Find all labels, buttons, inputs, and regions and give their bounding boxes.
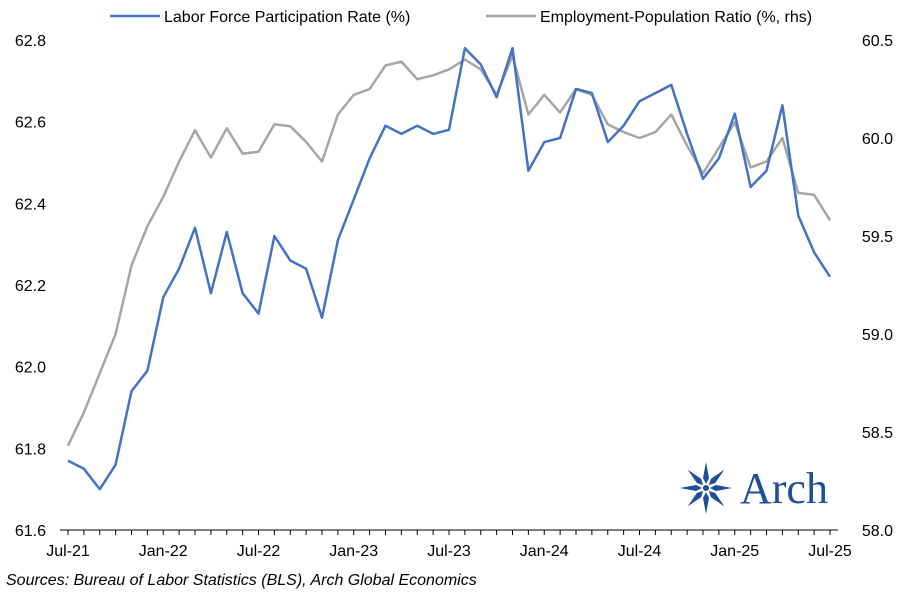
burst-ray bbox=[708, 490, 725, 507]
y-left-tick-label: 62.8 bbox=[15, 33, 46, 50]
x-tick-label: Jul-25 bbox=[808, 543, 852, 560]
legend-label-lfpr: Labor Force Participation Rate (%) bbox=[164, 9, 410, 26]
y-axis-left-ticks: 61.6 61.8 62.0 62.2 62.4 62.6 62.8 bbox=[15, 33, 46, 540]
y-right-tick-label: 58.0 bbox=[862, 523, 893, 540]
series-line-lfpr bbox=[67, 46, 832, 491]
series-line-epop bbox=[66, 54, 832, 447]
y-left-tick-label: 61.6 bbox=[15, 523, 46, 540]
y-axis-right-ticks: 58.0 58.5 59.0 59.5 60.0 60.5 bbox=[862, 33, 893, 540]
burst-center bbox=[703, 485, 709, 491]
series-layer bbox=[66, 46, 832, 491]
x-tick-label: Jul-22 bbox=[237, 543, 281, 560]
y-left-tick-label: 61.8 bbox=[15, 441, 46, 458]
y-right-tick-label: 60.5 bbox=[862, 33, 893, 50]
logo-wordmark: Arch bbox=[740, 464, 828, 513]
x-tick-label: Jul-21 bbox=[46, 543, 90, 560]
y-left-tick-label: 62.6 bbox=[15, 115, 46, 132]
x-axis-ticks: Jul-21 Jan-22 Jul-22 Jan-23 Jul-23 Jan-24 Jul-… bbox=[46, 530, 852, 560]
y-left-tick-label: 62.4 bbox=[15, 196, 46, 213]
y-left-tick-label: 62.0 bbox=[15, 360, 46, 377]
x-tick-label: Jan-24 bbox=[520, 543, 569, 560]
burst-ray bbox=[703, 492, 709, 514]
x-tick-label: Jan-23 bbox=[329, 543, 378, 560]
burst-ray bbox=[703, 462, 709, 484]
burst-ray bbox=[687, 490, 704, 507]
y-right-tick-label: 58.5 bbox=[862, 425, 893, 442]
legend-label-epop: Employment-Population Ratio (%, rhs) bbox=[540, 9, 812, 26]
arch-logo: Arch bbox=[680, 462, 828, 514]
burst-ray bbox=[710, 485, 732, 491]
x-tick-label: Jan-22 bbox=[139, 543, 188, 560]
burst-ray bbox=[687, 469, 704, 486]
legend: Labor Force Participation Rate (%) Emplo… bbox=[110, 9, 812, 26]
source-note: Sources: Bureau of Labor Statistics (BLS… bbox=[6, 572, 477, 589]
y-right-tick-label: 59.0 bbox=[862, 327, 893, 344]
x-tick-label: Jul-24 bbox=[618, 543, 662, 560]
x-tick-label: Jul-23 bbox=[427, 543, 471, 560]
burst-ray bbox=[680, 485, 702, 491]
burst-ray bbox=[708, 469, 725, 486]
y-right-tick-label: 60.0 bbox=[862, 131, 893, 148]
y-right-tick-label: 59.5 bbox=[862, 229, 893, 246]
x-tick-label: Jan-25 bbox=[710, 543, 759, 560]
star-burst-icon bbox=[680, 462, 732, 514]
y-left-tick-label: 62.2 bbox=[15, 278, 46, 295]
